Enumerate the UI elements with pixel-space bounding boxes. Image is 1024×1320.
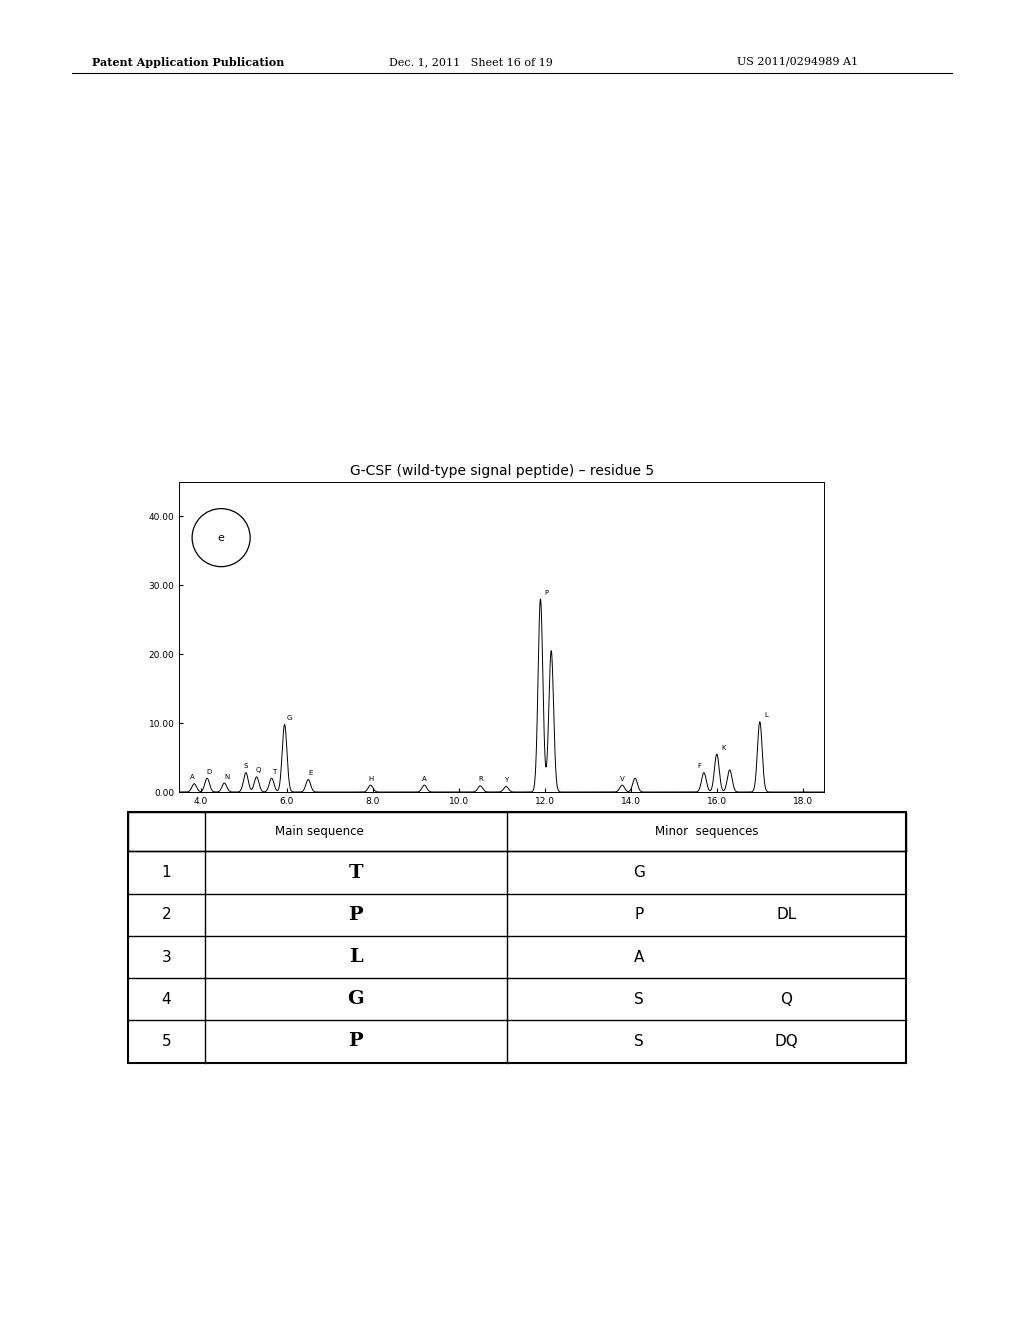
Text: D: D <box>207 768 212 775</box>
Text: Patent Application Publication: Patent Application Publication <box>92 57 285 67</box>
Text: G: G <box>633 865 644 880</box>
Text: L: L <box>349 948 362 966</box>
Text: Main sequence: Main sequence <box>275 825 364 838</box>
Text: E: E <box>308 770 312 776</box>
Text: Q: Q <box>780 991 793 1007</box>
Text: 2: 2 <box>162 907 171 923</box>
Text: S: S <box>634 1034 643 1049</box>
Text: 5: 5 <box>162 1034 171 1049</box>
Text: F: F <box>697 763 701 770</box>
Text: T: T <box>271 768 275 775</box>
Text: T: T <box>348 863 364 882</box>
Text: Y: Y <box>504 777 508 783</box>
Text: S: S <box>244 763 248 770</box>
Text: A: A <box>189 775 195 780</box>
Title: G-CSF (wild-type signal peptide) – residue 5: G-CSF (wild-type signal peptide) – resid… <box>350 463 653 478</box>
Text: A: A <box>634 949 644 965</box>
Text: Q: Q <box>256 767 261 774</box>
Text: 3: 3 <box>162 949 171 965</box>
Text: L: L <box>764 713 768 718</box>
Text: Minor  sequences: Minor sequences <box>654 825 759 838</box>
Text: P: P <box>348 1032 364 1051</box>
Text: S: S <box>634 991 643 1007</box>
Text: e: e <box>218 533 224 543</box>
Text: 1: 1 <box>162 865 171 880</box>
Text: G: G <box>347 990 365 1008</box>
Text: P: P <box>545 590 549 595</box>
Text: P: P <box>634 907 643 923</box>
Text: V: V <box>620 776 625 781</box>
Text: K: K <box>721 744 725 751</box>
Text: DL: DL <box>776 907 797 923</box>
Text: N: N <box>224 774 229 780</box>
Text: DQ: DQ <box>774 1034 799 1049</box>
Text: G: G <box>286 715 292 721</box>
Text: Dec. 1, 2011   Sheet 16 of 19: Dec. 1, 2011 Sheet 16 of 19 <box>389 57 553 67</box>
Text: P: P <box>348 906 364 924</box>
Text: 4: 4 <box>162 991 171 1007</box>
Text: R: R <box>478 776 482 783</box>
Text: A: A <box>422 776 427 781</box>
Text: H: H <box>368 776 373 781</box>
Text: US 2011/0294989 A1: US 2011/0294989 A1 <box>737 57 858 67</box>
